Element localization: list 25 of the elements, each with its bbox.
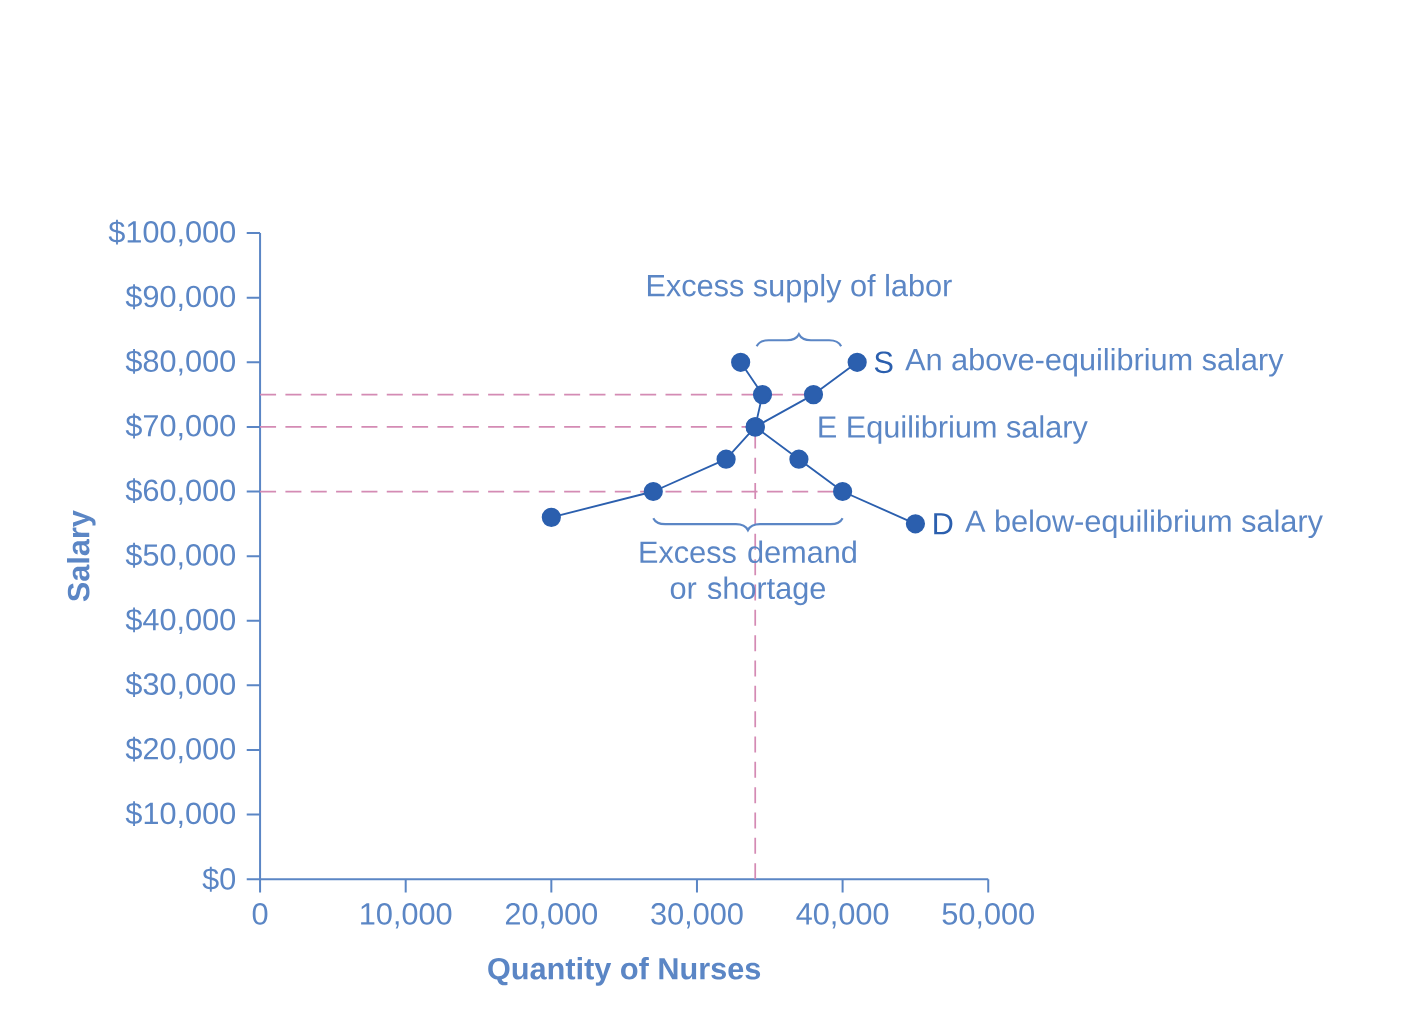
y-tick-label: $10,000 (125, 801, 236, 828)
x-tick-label: 40,000 (796, 902, 889, 929)
y-tick-label: $30,000 (125, 671, 236, 699)
y-tick-label: $70,000 (125, 413, 236, 441)
annotation: A below-equilibrium salary (965, 509, 1323, 538)
y-tick-label: $100,000 (108, 219, 236, 247)
y-tick-label: $90,000 (125, 284, 236, 311)
y-tick-label: $60,000 (125, 478, 236, 505)
x-tick-label: 10,000 (361, 902, 452, 929)
x-tick-label: 30,000 (651, 902, 743, 929)
x-tick-label: 50,000 (942, 902, 1034, 929)
y-tick-label: $0 (202, 866, 236, 892)
y-tick-label: $50,000 (125, 542, 236, 570)
y-tick-label: $40,000 (125, 607, 236, 634)
y-axis-title: Salary (66, 510, 96, 602)
annotation: E Equilibrium salary (819, 415, 1088, 444)
x-axis-title: Quantity of Nurses (488, 956, 761, 986)
annotation: Excess supply of labor (647, 273, 952, 303)
y-tick-label: $20,000 (125, 736, 236, 764)
series-label: S (874, 351, 893, 374)
x-tick-label: 0 (252, 902, 268, 925)
annotation: An above-equilibrium salary (905, 347, 1284, 377)
x-tick-label: 20,000 (505, 902, 598, 929)
series-label: D (934, 513, 953, 535)
y-tick-label: $80,000 (125, 348, 236, 376)
